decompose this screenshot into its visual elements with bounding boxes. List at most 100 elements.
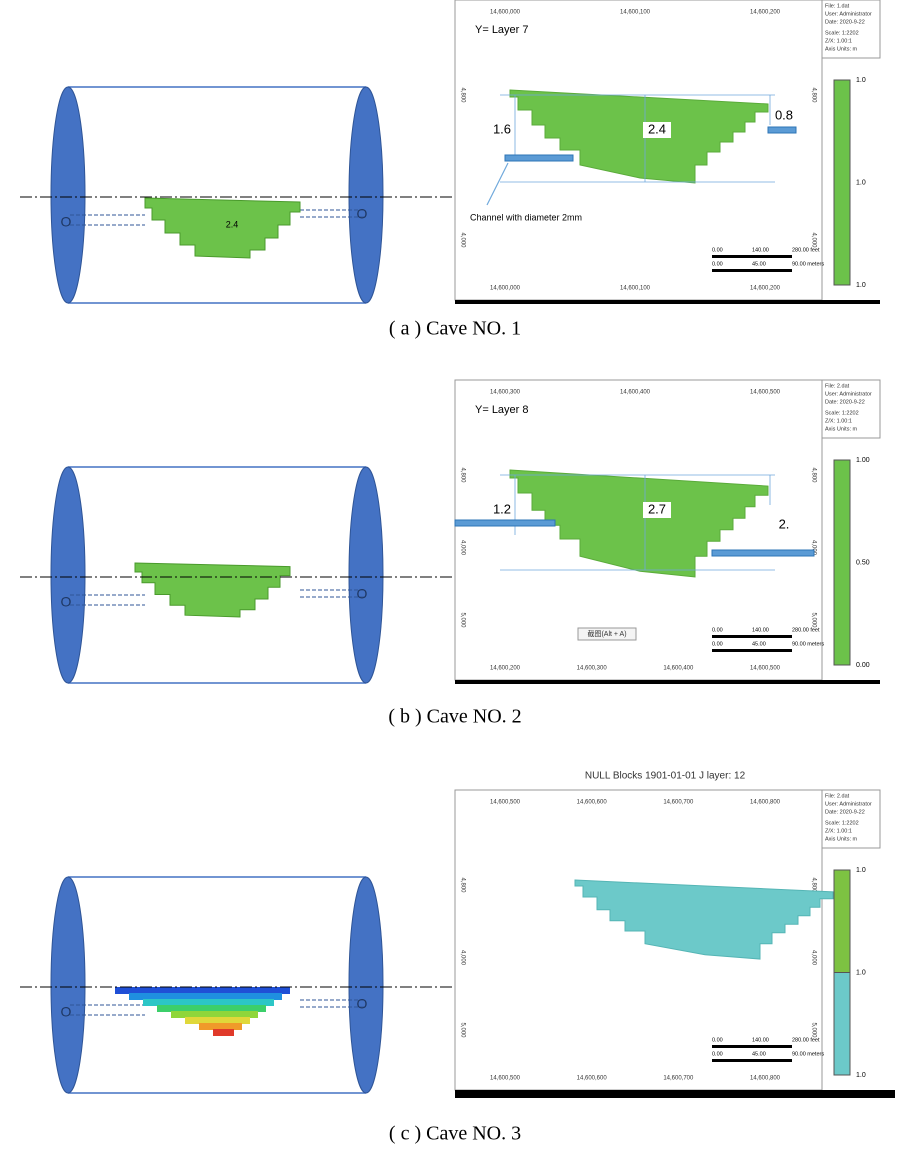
layer-title: Y= Layer 7 [475,24,529,36]
info-line: Axis Units: m [825,426,858,432]
info-line: Axis Units: m [825,46,858,52]
layer-title: Y= Layer 8 [475,404,529,416]
cylinder-end [50,876,86,1094]
port-label: O [61,214,72,230]
cave-model-layer [199,1023,242,1030]
cave-model-layer [213,1029,234,1036]
caption: ( a ) Cave NO. 1 [389,318,521,340]
cave-model-layer [143,999,274,1006]
scale-label: 280.00 feet [792,627,820,633]
bottom-tick-label: 14,600,400 [663,666,694,672]
top-tick-label: 14,600,200 [750,10,781,16]
scale-label: 45.00 [752,1051,766,1057]
info-line: Z/X: 1.00:1 [825,38,852,44]
cave-section [509,89,769,184]
port-label: O [61,1004,72,1020]
bottom-tick-label: 14,600,100 [620,286,651,292]
info-line: Z/X: 1.00:1 [825,828,852,834]
scale-label: 140.00 [752,247,769,253]
dimension-label: 2.4 [648,121,666,136]
note-arrow [486,162,509,206]
info-line: User: Administrator [825,801,872,807]
scale-label: 0.00 [712,261,723,267]
left-tick-label: 4,000 [459,540,465,556]
caption: ( c ) Cave NO. 3 [389,1123,521,1145]
scale-bar [712,649,792,652]
info-line: User: Administrator [825,391,872,397]
top-tick-label: 14,600,400 [620,390,651,396]
colorbar [833,79,851,286]
scale-label: 0.00 [712,247,723,253]
bottom-tick-label: 14,600,600 [577,1076,608,1082]
scale-bar [712,1045,792,1048]
info-line: File: 2.dat [825,793,850,799]
bottom-tick-label: 14,600,700 [663,1076,694,1082]
info-line: File: 1.dat [825,3,850,9]
right-tick-label: 5,000 [810,1022,816,1038]
cylinder-end [348,86,384,304]
info-line: Scale: 1:2202 [825,30,859,36]
plot-bottom-bar [455,1090,895,1098]
cave-model-layer [171,1011,258,1018]
note: Channel with diameter 2mm [470,212,582,222]
port-label: O [357,586,368,602]
info-line: Date: 2020-9-22 [825,19,865,25]
dimension-label: 0.8 [775,107,793,122]
colorbar-label: 0.50 [856,559,870,566]
bottom-tick-label: 14,600,300 [577,666,608,672]
dimension-label: 2.7 [648,501,666,516]
left-tick-label: 4,000 [459,950,465,966]
cave-model-layer [185,1017,250,1024]
info-line: File: 2.dat [825,383,850,389]
cave-model-layer [129,993,282,1000]
right-tick-label: 4,000 [810,540,816,556]
channel [767,126,797,134]
info-line: Date: 2020-9-22 [825,809,865,815]
cave-section [574,879,834,960]
colorbar-label: 1.0 [856,282,866,289]
info-line: Scale: 1:2202 [825,820,859,826]
top-tick-label: 14,600,100 [620,10,651,16]
plot-bottom-bar [455,300,880,304]
info-box [821,789,881,849]
colorbar-label: 0.00 [856,662,870,669]
bottom-tick-label: 14,600,000 [490,286,521,292]
cylinder-end [50,86,86,304]
dimension-label-bg [643,502,671,518]
channel [454,519,556,527]
colorbar-label: 1.0 [856,179,866,186]
scale-bar [712,255,792,258]
dimension-label: 1.2 [493,501,511,516]
scale-label: 90.00 meters [792,261,824,267]
cave-model-layer [157,1005,266,1012]
port-label: O [357,996,368,1012]
left-tick-label: 5,000 [459,1022,465,1038]
top-tick-label: 14,600,300 [490,390,521,396]
channel [504,154,574,162]
cave-model [134,562,291,618]
cave-section [509,469,769,578]
left-tick-label: 4,800 [459,467,465,483]
channel [711,549,815,557]
info-box [821,379,881,439]
scale-label: 0.00 [712,641,723,647]
info-line: Scale: 1:2202 [825,410,859,416]
cave-model [144,197,301,259]
plot-header: NULL Blocks 1901-01-01 J layer: 12 [585,771,746,782]
colorbar-label: 1.0 [856,867,866,874]
top-tick-label: 14,600,500 [750,390,781,396]
dimension-label: 1.6 [493,121,511,136]
cave-model-layer [115,987,290,994]
top-tick-label: 14,600,000 [490,10,521,16]
right-tick-label: 4,000 [810,232,816,248]
top-tick-label: 14,600,500 [490,800,521,806]
scale-bar [712,635,792,638]
tooltip-box [577,627,637,641]
colorbar-label: 1.0 [856,1072,866,1079]
scale-label: 90.00 meters [792,641,824,647]
right-tick-label: 4,800 [810,467,816,483]
bottom-tick-label: 14,600,800 [750,1076,781,1082]
depth-label: 2.4 [226,219,239,229]
